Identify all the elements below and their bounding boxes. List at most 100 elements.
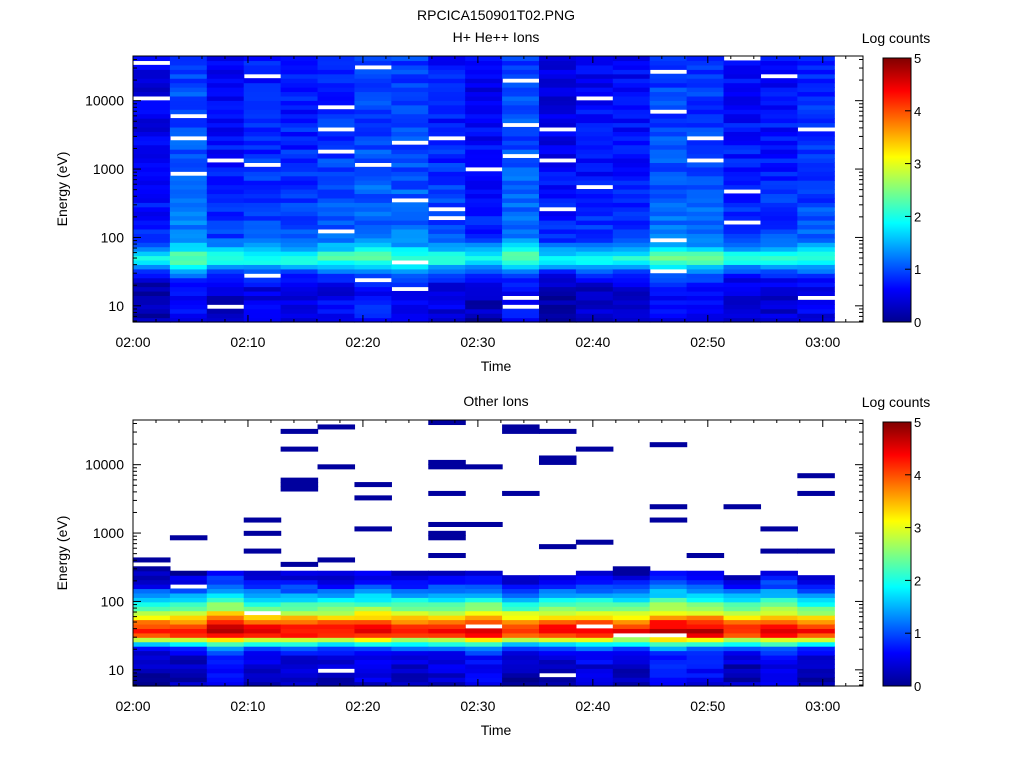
heatmap-cell [391, 619, 429, 625]
heatmap-cell [354, 126, 392, 132]
heatmap-cell [686, 610, 725, 616]
heatmap-cell [169, 299, 208, 305]
heatmap-cell [391, 109, 429, 115]
heatmap-cell [280, 575, 319, 581]
heatmap-cell [575, 290, 614, 296]
heatmap-cell [797, 677, 835, 683]
heatmap-cell [354, 135, 392, 141]
heatmap-cell [502, 202, 540, 208]
heatmap-cell [428, 166, 466, 172]
heatmap-cell [465, 237, 503, 243]
heatmap-cell [169, 290, 208, 296]
heatmap-cell [465, 78, 503, 84]
heatmap-cell [280, 632, 319, 638]
heatmap-cell [169, 623, 208, 629]
heatmap-cell [502, 100, 540, 106]
heatmap-cell [575, 126, 614, 132]
heatmap-cell [354, 144, 392, 150]
heatmap-cell [575, 637, 614, 643]
colorbar-tick-label: 0 [914, 315, 921, 330]
heatmap-cell [575, 264, 614, 270]
heatmap-cell [133, 197, 171, 203]
heatmap-cell [428, 264, 466, 270]
heatmap-cell [612, 118, 651, 124]
panel-bottom: Other Ions 02:00 02:10 02:20 02:30 02:40 02:5… [54, 393, 930, 738]
heatmap-cell [354, 317, 392, 323]
heatmap-cell [354, 118, 392, 124]
heatmap-cell [428, 193, 466, 199]
heatmap-cell [243, 215, 282, 221]
heatmap-cell [612, 140, 651, 146]
heatmap-cell [206, 126, 245, 132]
heatmap-cell [649, 575, 688, 581]
heatmap-cell [538, 224, 577, 230]
heatmap-cell [391, 615, 429, 621]
heatmap-cell [502, 197, 540, 203]
heatmap-cell [797, 91, 835, 97]
heatmap-cell [612, 202, 651, 208]
x-tick-label: 02:50 [690, 698, 725, 714]
heatmap-cell [538, 650, 577, 656]
heatmap-cell [243, 672, 282, 678]
heatmap-cell [169, 166, 208, 172]
heatmap-cell [354, 82, 392, 88]
heatmap-cell [502, 619, 540, 625]
heatmap-cell [649, 162, 688, 168]
heatmap-cell [169, 73, 208, 79]
heatmap-cell [243, 126, 282, 132]
heatmap-cell [243, 615, 282, 621]
heatmap-cell [280, 113, 319, 119]
heatmap-cell [280, 171, 319, 177]
heatmap-cell [649, 95, 688, 101]
heatmap-cell [391, 575, 429, 581]
heatmap-cell [502, 592, 540, 598]
heatmap-cell [280, 131, 319, 137]
heatmap-cell [649, 242, 688, 248]
heatmap-cell [206, 606, 245, 612]
heatmap-cell [612, 193, 651, 199]
heatmap-cell [354, 228, 392, 234]
heatmap-cell [465, 464, 503, 470]
heatmap-cell [391, 290, 429, 296]
heatmap-cell [575, 588, 614, 594]
heatmap-cell [206, 277, 245, 283]
heatmap-cell [354, 73, 392, 79]
y-axis-label-top: Energy (eV) [54, 152, 70, 227]
heatmap-cell [317, 237, 356, 243]
heatmap-cell [502, 166, 540, 172]
heatmap-cell [723, 211, 762, 217]
heatmap-cell [538, 166, 577, 172]
heatmap-cell [760, 548, 798, 554]
heatmap-cell [538, 544, 577, 550]
heatmap-cell [760, 654, 798, 660]
heatmap-cell [575, 650, 614, 656]
heatmap-cell [797, 623, 835, 629]
heatmap-cell [797, 104, 835, 110]
heatmap-cell [428, 592, 466, 598]
heatmap-cell [428, 228, 466, 234]
heatmap-cell [797, 73, 835, 79]
heatmap-cell [686, 100, 725, 106]
heatmap-cell [502, 277, 540, 283]
heatmap-cell [206, 171, 245, 177]
heatmap-cell [538, 259, 577, 265]
heatmap-cell [649, 153, 688, 159]
heatmap-cell [797, 109, 835, 115]
heatmap-cell [391, 610, 429, 616]
heatmap-cell [169, 118, 208, 124]
heatmap-cell [686, 672, 725, 678]
heatmap-cell [465, 597, 503, 603]
heatmap-cell [538, 428, 577, 434]
heatmap-cell [428, 623, 466, 629]
heatmap-cell [649, 91, 688, 97]
heatmap-cell [760, 153, 798, 159]
heatmap-cell [428, 109, 466, 115]
heatmap-cell [649, 246, 688, 252]
heatmap-cell [317, 659, 356, 665]
heatmap-cell [686, 588, 725, 594]
heatmap-cell [502, 237, 540, 243]
heatmap-cell [502, 308, 540, 314]
heatmap-cell [575, 237, 614, 243]
heatmap-cell [133, 109, 171, 115]
